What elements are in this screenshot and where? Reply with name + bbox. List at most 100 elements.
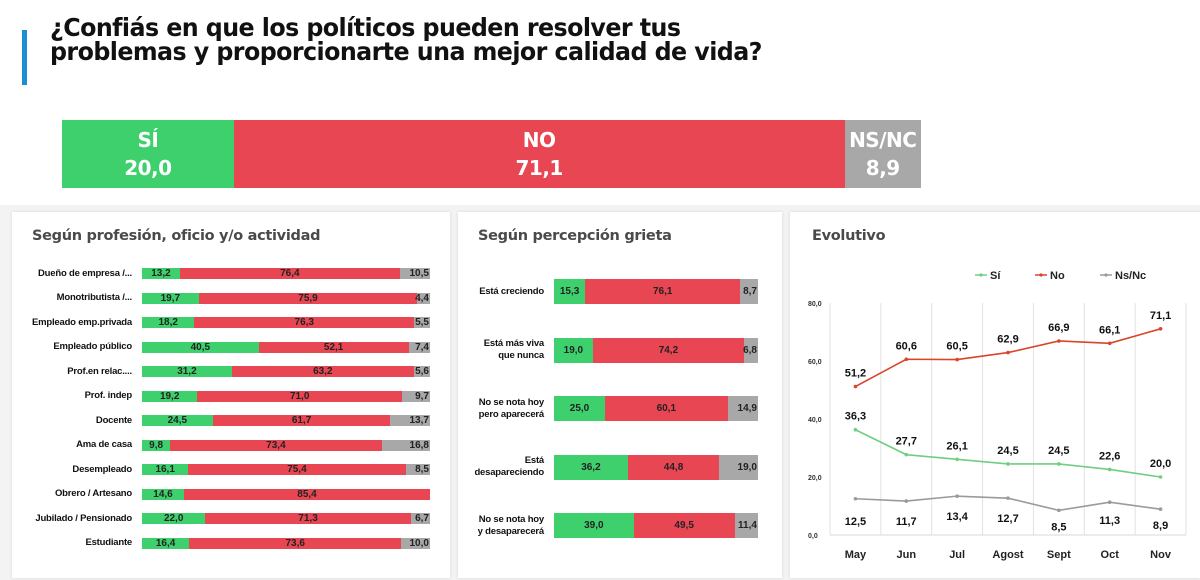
data-point [1107, 500, 1112, 505]
bar-segment-nsnc: 13,7 [390, 415, 430, 426]
legend-marker-icon [979, 273, 983, 277]
data-label: 27,7 [896, 436, 917, 448]
category-label-line: que nunca [498, 350, 544, 361]
data-point [1057, 508, 1061, 513]
data-label: 62,9 [997, 334, 1018, 346]
bar-row: Desempleado 16,1 75,4 8,5 [12, 464, 430, 475]
legend-marker-icon [1039, 273, 1043, 277]
summary-stacked-bar: SÍ 20,0 NO 71,1 NS/NC 8,9 [62, 120, 921, 188]
stacked-bar: 19,7 75,9 4,4 [142, 292, 430, 304]
card-evolutivo: Evolutivo 0,0 20,0 40,0 60,0 80,0 May Jun Jul Ag… [790, 212, 1200, 578]
bar-row: Ama de casa 9,8 73,4 16,8 [12, 439, 430, 451]
bar-category-label: Prof.en relac.... [12, 366, 142, 378]
bar-category-label: Dueño de empresa /... [12, 268, 142, 280]
data-label: 8,9 [1153, 520, 1168, 532]
bar-segment-nsnc: 10,5 [399, 268, 430, 279]
bar-row: Jubilado / Pensionado 22,0 71,3 6,7 [12, 513, 430, 524]
bar-segment-no: 76,1 [585, 279, 741, 304]
stacked-bar: 16,1 75,4 8,5 [142, 464, 430, 475]
stacked-bar: 39,0 49,5 11,4 [554, 513, 758, 538]
bar-segment-si: 15,3 [554, 279, 586, 304]
bar-segment-no: 63,2 [231, 366, 414, 377]
bar-segment-no: 75,4 [188, 464, 406, 475]
bar-segment-no: 75,9 [198, 292, 418, 304]
bar-segment-no: 85,4 [184, 488, 430, 500]
data-label: 66,1 [1099, 324, 1120, 336]
bar-category-label: Obrero / Artesano [12, 488, 142, 500]
bar-category-label: Está más viva que nunca [458, 338, 554, 362]
y-tick-label: 20,0 [808, 475, 822, 482]
bar-segment-nsnc: 14,9 [727, 396, 758, 421]
stacked-bar: 36,2 44,8 19,0 [554, 454, 758, 480]
title-accent-bar [22, 30, 27, 85]
bar-segment-nsnc: 8,7 [740, 279, 758, 304]
card-grieta: Según percepción grieta Está creciendo 15… [458, 212, 782, 578]
bar-row: Docente 24,5 61,7 13,7 [12, 415, 430, 426]
x-tick-label: Jul [949, 549, 965, 561]
category-label-line: No se nota hoy [478, 396, 544, 408]
summary-label: NO [522, 128, 556, 152]
bar-segment-no: 74,2 [592, 337, 745, 363]
category-label-line: Prof. indep [84, 390, 133, 401]
data-point [853, 427, 858, 432]
title-line-2: problemas y proporcionarte una mejor cal… [50, 37, 762, 66]
bar-row: Está desapareciendo 36,2 44,8 19,0 [458, 454, 758, 480]
data-point [1057, 462, 1061, 466]
summary-label: SÍ [137, 128, 159, 152]
data-label: 36,3 [845, 411, 866, 423]
bar-row: Está creciendo 15,3 76,1 8,7 [458, 279, 758, 304]
category-label-line: Empleado público [53, 341, 132, 352]
bar-category-label: Ama de casa [12, 439, 142, 451]
bar-segment-si: 19,0 [554, 337, 593, 363]
card-title-profession: Según profesión, oficio y/o actividad [32, 228, 321, 244]
data-point [1006, 496, 1010, 500]
data-label: 24,5 [997, 445, 1018, 457]
y-tick-label: 80,0 [808, 301, 822, 308]
data-point [1158, 327, 1163, 331]
bar-row: Empleado emp.privada 18,2 76,3 5,5 [12, 317, 430, 328]
bar-row: Estudiante 16,4 73,6 10,0 [12, 537, 430, 549]
bar-category-label: No se nota hoy pero aparecerá [458, 397, 554, 421]
category-label-line: pero aparecerá [478, 408, 545, 420]
data-label: 26,1 [946, 440, 967, 452]
bar-category-label: Monotributista /... [12, 292, 142, 304]
bar-segment-si: 19,2 [142, 390, 198, 402]
y-tick-label: 60,0 [808, 359, 822, 366]
bar-segment-nsnc: 19,0 [719, 454, 758, 480]
legend-label: No [1050, 270, 1065, 282]
legend-marker-icon [1104, 273, 1108, 277]
page-title: ¿Confiás en que los políticos pueden res… [50, 15, 810, 66]
stacked-bar: 19,2 71,0 9,7 [142, 390, 430, 402]
stacked-bar: 19,0 74,2 6,8 [554, 337, 758, 363]
bar-row: Obrero / Artesano 14,6 85,4 [12, 488, 430, 500]
category-label-line: Monotributista /... [56, 292, 133, 303]
bar-category-label: Empleado emp.privada [12, 317, 142, 329]
summary-segment-si: SÍ 20,0 [62, 120, 234, 188]
bar-row: No se nota hoy pero aparecerá 25,0 60,1 14,9 [458, 396, 758, 421]
stacked-bar: 25,0 60,1 14,9 [554, 396, 758, 421]
stacked-bar: 15,3 76,1 8,7 [554, 279, 758, 304]
bar-segment-nsnc: 7,4 [408, 341, 430, 353]
summary-value: 71,1 [515, 156, 563, 180]
bar-segment-no: 61,7 [212, 415, 391, 426]
data-label: 12,7 [997, 513, 1018, 525]
bar-segment-no: 73,4 [170, 439, 382, 451]
bar-segment-nsnc: 5,5 [414, 317, 430, 328]
bar-segment-si: 36,2 [554, 454, 628, 480]
bar-category-label: Docente [12, 415, 142, 427]
data-point [955, 357, 959, 362]
data-label: 8,5 [1051, 521, 1066, 533]
bar-segment-nsnc: 5,6 [413, 366, 430, 377]
data-label: 24,5 [1048, 445, 1069, 457]
x-tick-label: May [845, 549, 867, 561]
summary-segment-nsnc: NS/NC 8,9 [844, 120, 921, 188]
bar-category-label: No se nota hoy y desaparecerá [458, 514, 554, 538]
data-point [1158, 507, 1163, 511]
bar-segment-no: 76,3 [194, 317, 415, 328]
bar-segment-si: 39,0 [554, 513, 634, 538]
summary-label: NS/NC [849, 128, 917, 152]
stacked-bar: 9,8 73,4 16,8 [142, 439, 430, 451]
x-tick-label: Jun [897, 549, 917, 561]
data-point [1107, 467, 1112, 472]
data-point [955, 494, 959, 498]
